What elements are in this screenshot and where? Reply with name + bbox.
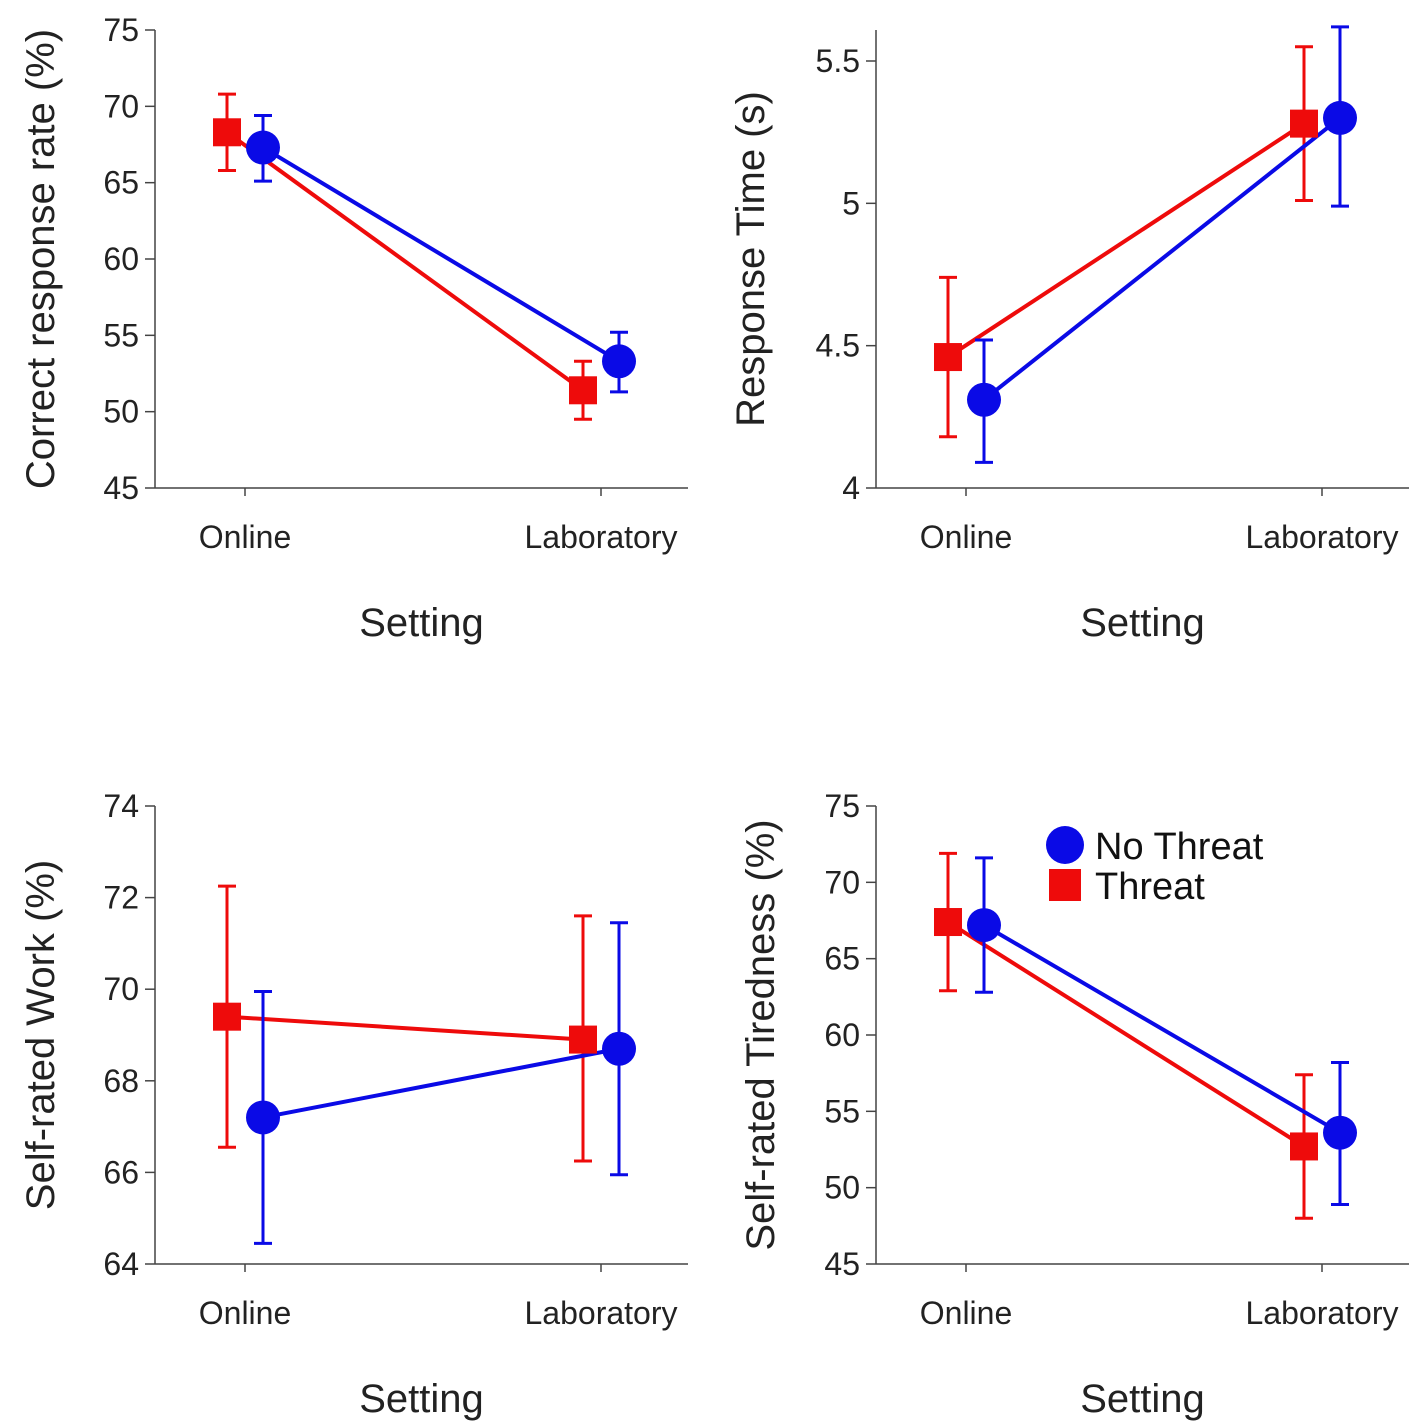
legend-label-threat: Threat (1095, 866, 1205, 908)
x-axis-title: Setting (359, 601, 484, 645)
panel-response-time: 4 4.5 5 5.5 Online Laboratory Setting Response … (729, 25, 1409, 645)
series-line-no-threat (262, 1046, 620, 1120)
data-point-no-threat (1323, 1115, 1357, 1150)
y-tick-label: 45 (103, 470, 139, 506)
x-axis-title: Setting (1080, 601, 1205, 645)
y-axis-title: Correct response rate (%) (19, 29, 63, 489)
data-point-threat (213, 118, 241, 147)
data-point-no-threat (1323, 100, 1357, 135)
y-axis-title: Self-rated Work (%) (19, 860, 63, 1210)
x-tick-label: Online (920, 519, 1013, 555)
data-point-threat (569, 1025, 597, 1054)
x-tick-label: Laboratory (525, 519, 678, 555)
series-line-threat (946, 121, 1306, 359)
y-tick-label: 45 (824, 1246, 860, 1282)
y-tick-label: 50 (824, 1170, 860, 1206)
y-tick-label: 68 (103, 1063, 139, 1099)
data-point-no-threat (246, 1100, 280, 1135)
data-point-no-threat (967, 908, 1001, 943)
x-tick-label: Online (199, 519, 292, 555)
y-tick-label: 65 (103, 165, 139, 201)
y-tick-label: 4.5 (816, 328, 860, 364)
series-line-no-threat (982, 923, 1342, 1135)
data-point-threat (934, 908, 962, 937)
series-line-threat (225, 130, 585, 392)
x-axis-title: Setting (1080, 1377, 1205, 1421)
data-point-threat (569, 376, 597, 405)
y-tick-label: 55 (103, 317, 139, 353)
y-axis-title: Self-rated Tiredness (%) (739, 819, 783, 1250)
legend: No Threat Threat (1046, 826, 1264, 908)
data-point-no-threat (602, 1031, 636, 1066)
legend-marker-threat (1049, 869, 1081, 901)
y-tick-label: 70 (824, 864, 860, 900)
series-line-threat (226, 1014, 584, 1042)
y-tick-label: 65 (824, 941, 860, 977)
data-point-no-threat (967, 382, 1001, 417)
data-point-no-threat (246, 130, 280, 165)
y-tick-label: 70 (103, 88, 139, 124)
y-tick-label: 66 (103, 1154, 139, 1190)
y-tick-label: 5 (842, 185, 860, 221)
y-tick-label: 55 (824, 1093, 860, 1129)
y-tick-label: 64 (103, 1246, 139, 1282)
data-point-no-threat (602, 344, 636, 379)
y-tick-label: 75 (824, 788, 860, 824)
legend-marker-no-threat (1046, 826, 1084, 864)
series-line-no-threat (982, 116, 1342, 402)
panel-correct-response-rate: 45 50 55 60 65 70 75 Online Laboratory Setting Cor… (19, 12, 688, 645)
panel-self-rated-tiredness: 45 50 55 60 65 70 75 Online Laboratory Setting Sel… (739, 788, 1409, 1421)
series-line-threat (946, 920, 1306, 1149)
x-axis-title: Setting (359, 1377, 484, 1421)
x-tick-label: Laboratory (1246, 1295, 1399, 1331)
y-tick-label: 60 (824, 1017, 860, 1053)
y-axis-title: Response Time (s) (729, 91, 773, 427)
x-tick-label: Online (920, 1295, 1013, 1331)
data-point-threat (213, 1002, 241, 1031)
x-tick-label: Online (199, 1295, 292, 1331)
data-point-threat (934, 343, 962, 372)
series-line-no-threat (261, 145, 621, 364)
y-tick-label: 74 (103, 788, 139, 824)
data-point-threat (1290, 1132, 1318, 1161)
panel-self-rated-work: 64 66 68 70 72 74 Online Laboratory Setting Self-… (19, 788, 688, 1421)
data-point-threat (1290, 109, 1318, 138)
y-tick-label: 4 (842, 470, 860, 506)
y-tick-label: 72 (103, 880, 139, 916)
x-tick-label: Laboratory (525, 1295, 678, 1331)
x-tick-label: Laboratory (1246, 519, 1399, 555)
legend-label-no-threat: No Threat (1095, 826, 1264, 868)
y-tick-label: 70 (103, 971, 139, 1007)
y-tick-label: 75 (103, 12, 139, 48)
y-tick-label: 5.5 (816, 43, 860, 79)
y-tick-label: 60 (103, 241, 139, 277)
y-tick-label: 50 (103, 394, 139, 430)
